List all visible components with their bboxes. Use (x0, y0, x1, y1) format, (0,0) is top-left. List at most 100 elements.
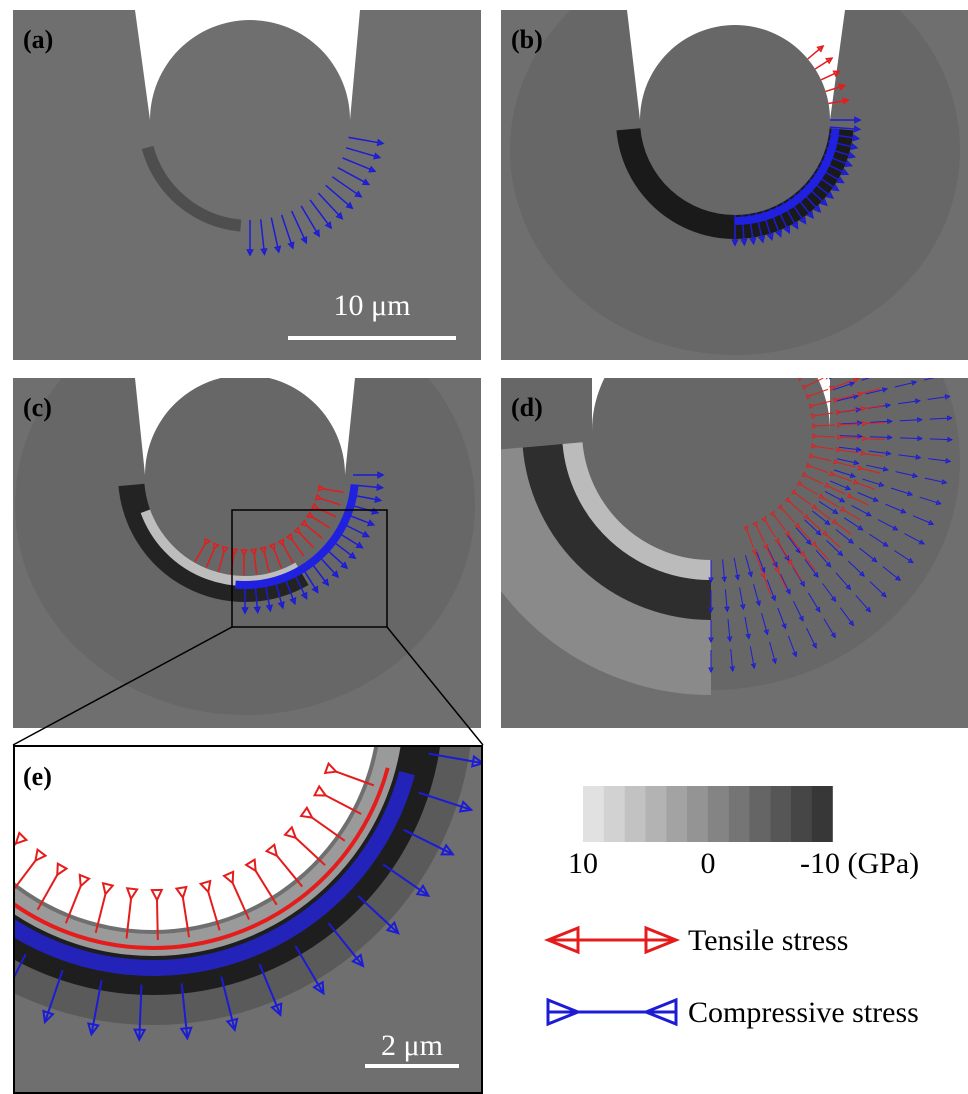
vector-head (839, 506, 846, 512)
vector-head (355, 541, 364, 549)
stress-vector (282, 544, 294, 564)
vector-head (277, 601, 285, 610)
stress-vector (263, 552, 270, 573)
stress-vector (756, 526, 766, 544)
vector-head (791, 488, 798, 495)
stress-vector (755, 553, 763, 572)
vector-head (260, 248, 268, 256)
vector-head (812, 571, 819, 578)
vector-head (763, 629, 769, 636)
stress-vector (813, 400, 832, 406)
stress-vector (231, 882, 250, 920)
vector-head (907, 363, 911, 367)
stress-vector (309, 199, 332, 229)
vector-head (811, 503, 818, 510)
vector-head (246, 249, 254, 257)
panel-label: (a) (23, 25, 53, 54)
band (13, 745, 471, 1025)
vector-head (312, 980, 325, 996)
stress-vector (923, 378, 935, 381)
vector-head (852, 378, 860, 383)
vector-head (731, 239, 739, 247)
vector-head (708, 577, 714, 584)
panel: (c) (13, 378, 481, 728)
vector-head (324, 221, 333, 230)
vector-head (368, 165, 377, 173)
vector-head (415, 884, 431, 898)
vector-head (0, 814, 10, 824)
stress-vector (830, 368, 846, 376)
vector-head (264, 842, 279, 858)
vector-head (947, 415, 953, 422)
vector-head (253, 606, 261, 615)
vector-head (757, 235, 766, 244)
stress-vector (323, 488, 344, 494)
vector-head (918, 539, 925, 545)
vector-head (34, 847, 48, 863)
stress-vector (810, 466, 828, 474)
stress-vector (345, 147, 380, 159)
stress-vector (205, 548, 215, 568)
vector-head (373, 152, 382, 160)
vector-head (331, 570, 340, 579)
vector-head (174, 885, 188, 900)
stress-vector (865, 405, 884, 409)
colorbar-label: 0 (701, 847, 716, 880)
vector-head (878, 373, 882, 377)
vector-head (840, 168, 850, 176)
vector-head (221, 545, 229, 554)
vector-head (846, 492, 854, 499)
vector-head (805, 539, 812, 546)
stress-vector (806, 378, 824, 387)
vector-head (914, 398, 921, 405)
vector-head (857, 525, 864, 531)
vector-head (801, 385, 808, 391)
vector-head (760, 572, 766, 579)
vector-head (179, 1026, 193, 1041)
stress-vector (767, 548, 776, 566)
stress-vector (802, 368, 817, 377)
vector-head (850, 142, 859, 151)
vector-head (799, 550, 806, 557)
vector-head (880, 591, 887, 598)
stress-vector (299, 532, 315, 549)
vector-head (311, 585, 319, 594)
stress-vector (64, 885, 82, 924)
vector-head (348, 551, 357, 560)
vector-head (821, 530, 828, 537)
stress-vector (311, 816, 346, 842)
vector-head (777, 504, 784, 511)
stress-vector (834, 380, 852, 388)
stress-vector (348, 136, 384, 145)
vector-head (797, 378, 802, 382)
vector-head (829, 470, 836, 477)
band (734, 128, 840, 225)
vector-head (813, 204, 822, 213)
vector-head (885, 450, 892, 457)
stress-vector (826, 535, 841, 548)
vector-head (805, 462, 812, 468)
vector-head (857, 464, 864, 471)
vector-head (837, 422, 843, 428)
colorbar-cell (624, 786, 646, 842)
band (235, 484, 359, 589)
vector-head (323, 761, 339, 775)
stress-vector (866, 438, 885, 440)
stress-vector (331, 176, 362, 198)
vector-head (857, 420, 863, 426)
stress-vector (857, 482, 876, 490)
vector-head (374, 495, 383, 503)
stress-vector (342, 157, 376, 172)
vector-head (852, 134, 861, 142)
vector-head (377, 471, 385, 479)
vector-head (878, 481, 885, 488)
stress-vector (763, 577, 771, 595)
vector-head (745, 633, 751, 640)
vector-head (847, 151, 857, 159)
vector-head (808, 403, 815, 410)
vector-head (470, 754, 483, 768)
vector-head (212, 542, 220, 551)
vector-head (376, 138, 385, 147)
vector-head (784, 496, 791, 503)
stress-vector (796, 493, 812, 505)
